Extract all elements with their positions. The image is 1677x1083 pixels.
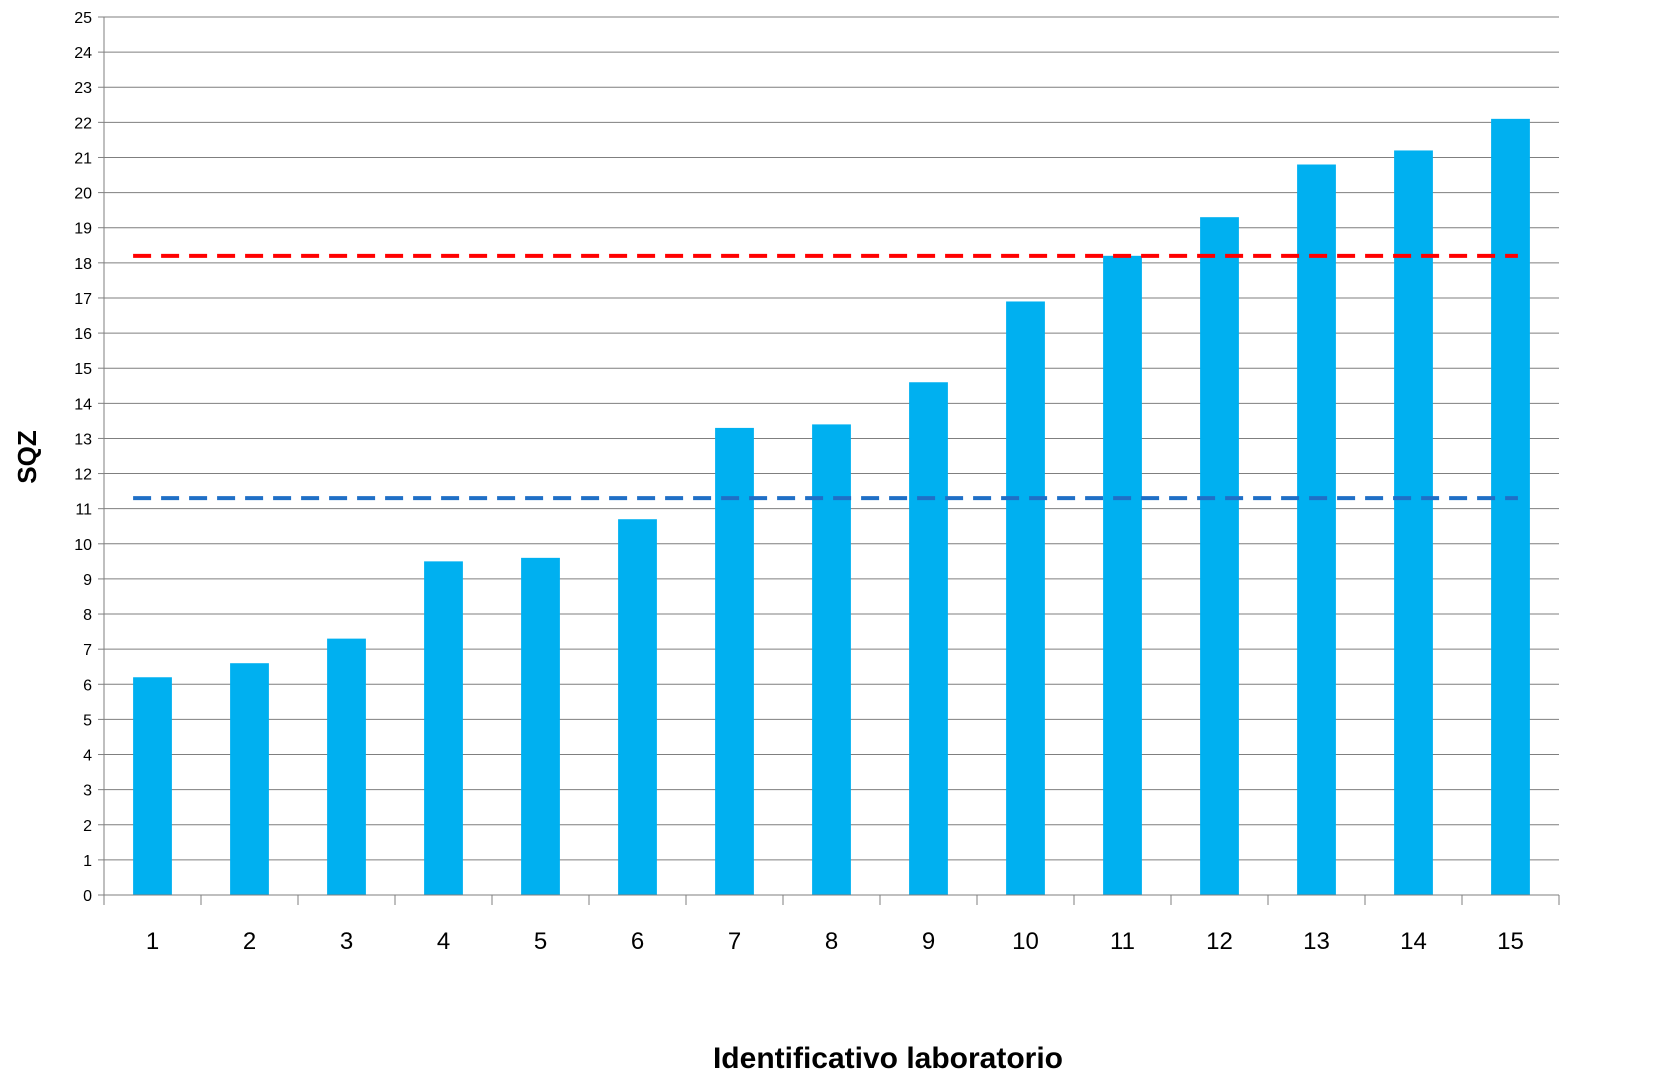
y-tick-label: 13 (74, 431, 92, 448)
y-tick-label: 3 (83, 783, 92, 800)
y-tick-label: 17 (74, 291, 92, 308)
tick-labels: 0123456789101112131415161718192021222324… (74, 10, 1524, 955)
y-tick-label: 22 (74, 115, 92, 132)
y-tick-label: 4 (83, 748, 92, 765)
x-tick-label: 15 (1497, 928, 1524, 955)
axes (98, 16, 1560, 905)
y-tick-label: 15 (74, 361, 92, 378)
x-tick-label: 8 (825, 928, 838, 955)
bar (812, 424, 851, 895)
x-tick-label: 14 (1400, 928, 1427, 955)
y-tick-label: 9 (83, 572, 92, 589)
y-tick-label: 25 (74, 10, 92, 27)
y-tick-label: 14 (74, 396, 92, 413)
bar (230, 663, 269, 895)
y-tick-label: 2 (83, 818, 92, 835)
y-axis-title: SQZ (12, 430, 42, 484)
bar (133, 677, 172, 895)
bar (521, 557, 560, 895)
y-tick-label: 10 (74, 537, 92, 554)
x-tick-label: 2 (243, 928, 256, 955)
bar (1200, 217, 1239, 895)
y-tick-label: 19 (74, 221, 92, 238)
y-tick-label: 11 (75, 502, 92, 519)
bar (424, 561, 463, 895)
y-tick-label: 8 (83, 607, 92, 624)
bar (1006, 301, 1045, 895)
x-axis-title: Identificativo laboratorio (713, 1042, 1063, 1075)
x-tick-label: 5 (534, 928, 547, 955)
bars (133, 118, 1530, 896)
bar (909, 382, 948, 895)
y-tick-label: 1 (83, 853, 92, 870)
bar (1297, 164, 1336, 895)
x-tick-label: 1 (146, 928, 159, 955)
y-tick-label: 0 (83, 888, 92, 905)
x-tick-label: 4 (437, 928, 450, 955)
x-tick-label: 3 (340, 928, 353, 955)
y-tick-label: 5 (83, 712, 92, 729)
bar (715, 427, 754, 895)
x-tick-label: 9 (922, 928, 935, 955)
y-tick-label: 23 (74, 80, 92, 97)
bar (1394, 150, 1433, 895)
y-tick-label: 7 (83, 642, 92, 659)
bar (1103, 255, 1142, 896)
bar (327, 638, 366, 895)
y-tick-label: 12 (74, 467, 92, 484)
y-tick-label: 16 (74, 326, 92, 343)
x-tick-label: 10 (1012, 928, 1039, 955)
x-tick-label: 6 (631, 928, 644, 955)
x-tick-label: 11 (1110, 928, 1135, 955)
reference-lines (133, 253, 1518, 501)
x-tick-label: 12 (1206, 928, 1233, 955)
bar (1491, 118, 1530, 895)
y-tick-label: 24 (74, 45, 92, 62)
x-tick-label: 13 (1303, 928, 1330, 955)
y-tick-label: 21 (74, 150, 92, 167)
y-tick-label: 18 (74, 256, 92, 273)
bar (618, 519, 657, 895)
y-tick-label: 6 (83, 677, 92, 694)
x-tick-label: 7 (728, 928, 741, 955)
y-tick-label: 20 (74, 186, 92, 203)
